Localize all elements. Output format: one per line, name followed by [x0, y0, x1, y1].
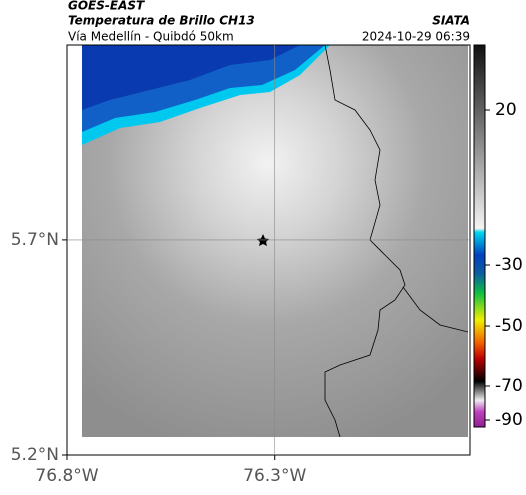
y-tick-label: 5.2°N	[11, 445, 59, 465]
title: Temperatura de Brillo CH13	[68, 14, 255, 28]
y-tick-label: 5.7°N	[11, 230, 59, 250]
colorbar-label: -50	[495, 316, 523, 336]
x-tick-label: 76.8°W	[35, 466, 98, 486]
colorbar	[473, 44, 486, 428]
x-tick-label: 76.3°W	[243, 466, 306, 486]
colorbar-label: 20	[495, 100, 517, 120]
agency: SIATA	[432, 14, 470, 28]
plot-frame	[66, 44, 471, 456]
source: GOES-EAST	[68, 0, 145, 13]
colorbar-label: -30	[495, 255, 523, 275]
colorbar-label: -90	[495, 410, 523, 430]
timestamp: 2024-10-29 06:39	[362, 30, 470, 44]
colorbar-label: -70	[495, 376, 523, 396]
subtitle: Vía Medellín - Quibdó 50km	[68, 30, 234, 44]
